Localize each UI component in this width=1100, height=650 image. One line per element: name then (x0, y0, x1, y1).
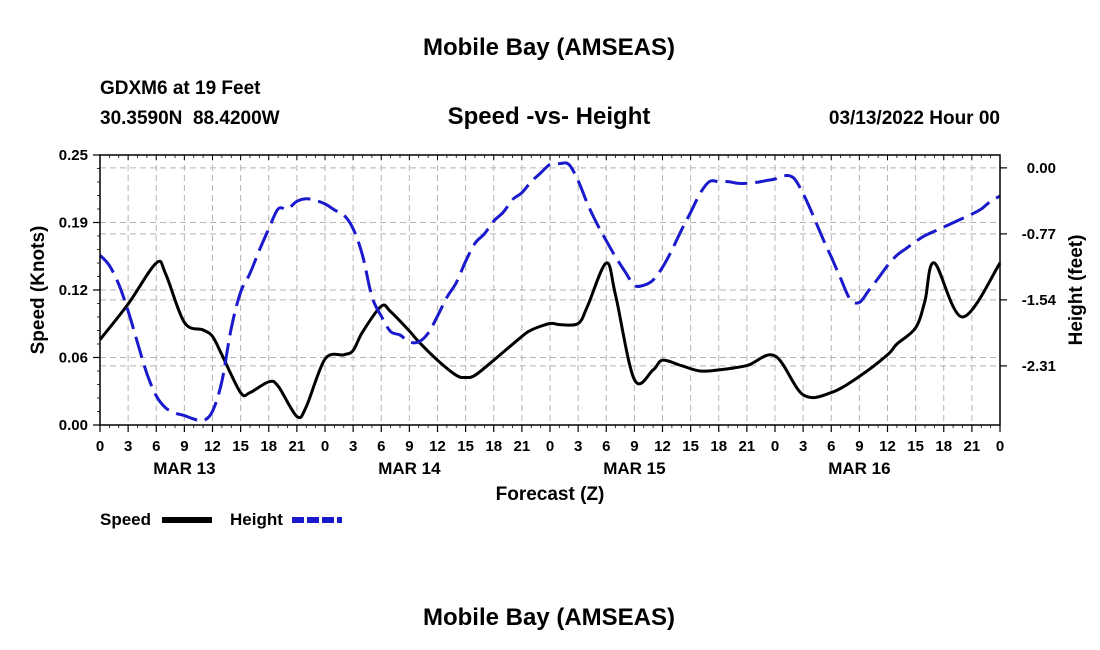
x-tick-label: 15 (907, 438, 924, 455)
x-tick-label: 0 (96, 438, 104, 455)
x-tick-label: 21 (964, 438, 981, 455)
x-tick-label: 12 (429, 438, 446, 455)
x-tick-label: 6 (827, 438, 835, 455)
x-tick-label: 0 (996, 438, 1004, 455)
y2-tick-label: 0.00 (1027, 160, 1056, 177)
y-tick-label: 0.00 (59, 417, 88, 434)
x-tick-label: 12 (204, 438, 221, 455)
x-tick-label: 9 (855, 438, 863, 455)
x-tick-label: 0 (321, 438, 329, 455)
height-series-line (98, 161, 1001, 423)
axes: 0 3 6 9 12 15 18 21 0 3 6 9 12 15 18 21 0 3 6 9 12 15 18 21 0 3 6 9… (59, 147, 1057, 478)
main-title: Mobile Bay (AMSEAS) (423, 34, 675, 61)
series-layer (98, 161, 1002, 423)
x-tick-label: 3 (124, 438, 132, 455)
y2-axis-title: Height (feet) (1066, 235, 1087, 346)
x-tick-label: 18 (935, 438, 952, 455)
x-tick-label: 3 (349, 438, 357, 455)
day-label: MAR 15 (603, 459, 665, 478)
speed-series-line (98, 259, 1002, 420)
y2-tick-label: -0.77 (1022, 226, 1056, 243)
x-tick-label: 18 (710, 438, 727, 455)
x-tick-label: 15 (682, 438, 699, 455)
legend: Speed Height (100, 510, 342, 529)
x-axis-title: Forecast (Z) (496, 484, 605, 505)
y-axis-title: Speed (Knots) (28, 226, 49, 355)
day-label: MAR 16 (828, 459, 890, 478)
x-tick-label: 6 (602, 438, 610, 455)
x-tick-label: 12 (654, 438, 671, 455)
footer-title: Mobile Bay (AMSEAS) (423, 604, 675, 631)
x-tick-label: 12 (879, 438, 896, 455)
x-tick-label: 15 (457, 438, 474, 455)
x-tick-label: 9 (630, 438, 638, 455)
x-tick-label: 18 (485, 438, 502, 455)
y-tick-label: 0.06 (59, 350, 88, 367)
legend-height-label: Height (230, 510, 283, 529)
y-tick-label: 0.12 (59, 282, 88, 299)
chart-subtitle: Speed -vs- Height (448, 103, 651, 130)
x-tick-label: 15 (232, 438, 249, 455)
grid-lines (100, 155, 1000, 425)
legend-speed-label: Speed (100, 510, 151, 529)
x-tick-label: 3 (574, 438, 582, 455)
x-tick-label: 0 (771, 438, 779, 455)
x-tick-label: 9 (180, 438, 188, 455)
day-label: MAR 14 (378, 459, 441, 478)
day-label: MAR 13 (153, 459, 215, 478)
station-label: GDXM6 at 19 Feet (100, 78, 261, 99)
x-tick-label: 21 (514, 438, 531, 455)
x-tick-label: 6 (377, 438, 385, 455)
y-tick-label: 0.19 (59, 215, 88, 232)
timestamp-label: 03/13/2022 Hour 00 (829, 108, 1000, 129)
x-tick-label: 0 (546, 438, 554, 455)
x-tick-label: 21 (289, 438, 306, 455)
x-tick-label: 21 (739, 438, 756, 455)
y2-tick-label: -2.31 (1022, 358, 1056, 375)
x-tick-label: 6 (152, 438, 160, 455)
x-tick-label: 3 (799, 438, 807, 455)
y2-tick-label: -1.54 (1022, 292, 1057, 309)
y-tick-label: 0.25 (59, 147, 88, 164)
location-label: 30.3590N 88.4200W (100, 108, 280, 129)
x-tick-label: 18 (260, 438, 277, 455)
x-tick-label: 9 (405, 438, 413, 455)
